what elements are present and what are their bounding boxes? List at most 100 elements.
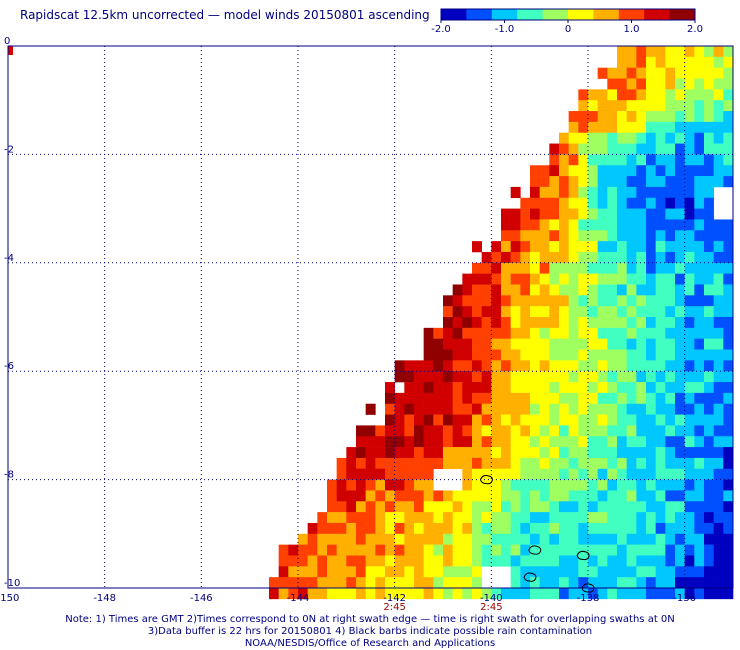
heatmap-cell [665,186,676,199]
heatmap-cell [269,577,279,589]
heatmap-cell [713,154,724,166]
heatmap-cell [481,522,492,535]
heatmap-cell [462,327,473,339]
heatmap-cell [481,425,492,437]
heatmap-cell [549,414,560,426]
heatmap-cell [588,230,598,242]
heatmap-cell [665,382,676,394]
heatmap-cell [723,468,734,480]
heatmap-cell [646,186,656,199]
heatmap-cell [394,425,405,437]
heatmap-cell [510,468,521,480]
heatmap-cell [278,544,289,556]
heatmap-cell [385,436,395,448]
heatmap-cell [655,208,666,220]
heatmap-cell [510,338,521,350]
heatmap-cell [443,371,453,383]
heatmap-cell [655,165,666,177]
heatmap-cell [336,468,347,480]
heatmap-cell [607,533,618,545]
heatmap-cell [597,100,608,112]
heatmap-cell [684,208,695,220]
heatmap-cell [617,111,627,123]
heatmap-cell [549,154,560,166]
time-label: 2:45 [480,602,502,612]
heatmap-cell [694,327,705,339]
heatmap-cell [549,143,560,155]
heatmap-cell [433,403,444,415]
heatmap-cell [617,295,627,307]
heatmap-cell [597,338,608,350]
heatmap-cell [491,273,502,285]
heatmap-cell [539,327,550,339]
heatmap-cell [665,566,676,578]
heatmap-cell [578,392,589,405]
heatmap-cell [278,566,289,578]
heatmap-cell [336,588,347,600]
heatmap-cell [394,588,405,600]
heatmap-cell [646,360,656,372]
heatmap-cell [481,392,492,405]
heatmap-cell [665,577,676,589]
heatmap-cell [684,306,695,318]
heatmap-cell [704,533,714,545]
heatmap-cell [462,403,473,415]
heatmap-cell [336,544,347,556]
heatmap-cell [278,577,289,589]
heatmap-cell [568,349,579,361]
heatmap-cell [684,414,695,426]
y-tick-label: -6 [4,361,14,372]
heatmap-cell [462,447,473,459]
heatmap-cell [327,512,337,524]
heatmap-cell [713,273,724,285]
heatmap-cell [588,436,598,448]
heatmap-cell [636,479,647,491]
heatmap-cell [617,382,627,394]
heatmap-cell [346,501,357,513]
heatmap-cell [559,317,569,329]
heatmap-cell [713,403,724,415]
heatmap-cell [617,371,627,383]
heatmap-cell [723,382,734,394]
heatmap-cell [597,273,608,285]
heatmap-cell [365,457,376,470]
heatmap-cell [617,67,627,79]
colorbar-swatch [491,9,518,20]
heatmap-cell [665,121,676,134]
heatmap-cell [597,382,608,394]
heatmap-cell [665,306,676,318]
heatmap-cell [617,230,627,242]
heatmap-cell [597,425,608,437]
heatmap-cell [298,555,308,567]
heatmap-cell [549,338,560,350]
heatmap-cell [607,143,618,155]
heatmap-cell [636,295,647,307]
heatmap-cell [443,555,453,567]
heatmap-cell [713,512,724,524]
heatmap-cell [704,154,714,166]
heatmap-cell [636,436,647,448]
heatmap-cell [588,100,598,112]
heatmap-cell [646,56,656,68]
heatmap-cell [578,284,589,296]
heatmap-cell [568,577,579,589]
heatmap-cell [559,371,569,383]
heatmap-cell [414,490,424,502]
heatmap-cell [646,403,656,415]
heatmap-cell [704,577,714,589]
heatmap-cell [404,382,415,394]
heatmap-cell [414,468,424,480]
heatmap-cell [414,371,424,383]
heatmap-cell [501,349,511,361]
heatmap-cell [655,132,666,144]
heatmap-cell [655,327,666,339]
heatmap-cell [404,392,415,405]
heatmap-cell [375,436,386,448]
heatmap-cell [568,219,579,231]
heatmap-cell [433,382,444,394]
heatmap-cell [462,577,473,589]
heatmap-cell [626,414,637,426]
heatmap-cell [394,414,405,426]
heatmap-cell [588,208,598,220]
heatmap-cell [539,555,550,567]
